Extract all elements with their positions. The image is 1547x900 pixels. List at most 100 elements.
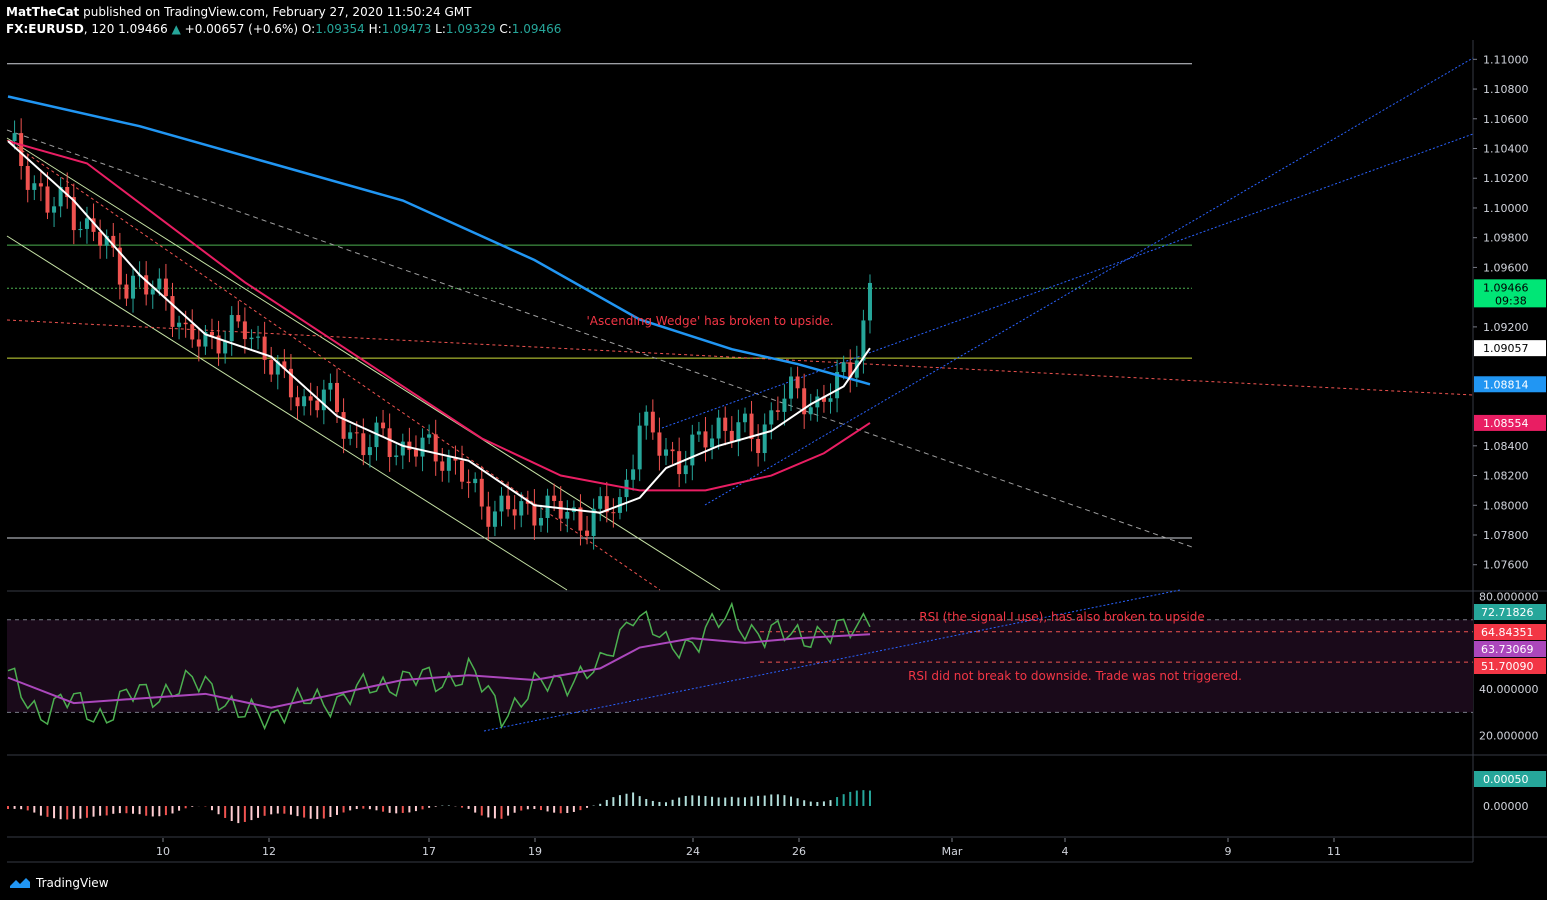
candle-body xyxy=(861,320,866,361)
candle-body xyxy=(729,430,734,442)
candle-body xyxy=(828,398,833,402)
candle-body xyxy=(361,433,366,456)
candle-body xyxy=(19,133,24,167)
candle-body xyxy=(25,166,30,190)
candle-body xyxy=(91,218,96,232)
candle-body xyxy=(578,507,583,531)
candle-body xyxy=(479,478,484,507)
close-label: C: xyxy=(499,22,512,36)
histogram-value-box xyxy=(1474,771,1546,787)
rsi-ma-line xyxy=(7,633,871,709)
candle-body xyxy=(835,372,840,399)
candle-body xyxy=(98,231,103,246)
candle-body xyxy=(229,315,234,342)
candle-body xyxy=(387,428,392,458)
price-label-box xyxy=(1474,414,1546,431)
candle-body xyxy=(216,335,221,354)
candle-body xyxy=(341,412,346,439)
rsi-value-box xyxy=(1474,658,1546,674)
candle-body xyxy=(242,321,247,340)
candle-body xyxy=(288,368,293,398)
candle-body xyxy=(45,186,50,213)
candle-body xyxy=(466,481,471,484)
channel-line-upper xyxy=(6,137,721,591)
candle-body xyxy=(32,183,37,190)
candle-body xyxy=(262,336,267,360)
candle-body xyxy=(104,235,109,246)
candle-body xyxy=(769,410,774,425)
candle-body xyxy=(348,432,353,439)
candle-body xyxy=(841,362,846,373)
red-dashed-level xyxy=(6,319,1474,396)
rsi-tick-label: 20.000000 xyxy=(1479,729,1539,742)
candle-body xyxy=(163,278,168,297)
candle-body xyxy=(65,187,70,198)
time-tick-label: 11 xyxy=(1327,845,1341,858)
candle-body xyxy=(644,411,649,426)
candle-body xyxy=(203,331,208,347)
price-label-box xyxy=(1474,340,1546,357)
price-label-value: 1.08814 xyxy=(1483,378,1529,391)
candle-body xyxy=(795,376,800,389)
time-tick-label: Mar xyxy=(942,845,963,858)
ema-long-line xyxy=(7,95,871,386)
time-tick-label: 26 xyxy=(792,845,806,858)
interval: 120 xyxy=(91,22,115,36)
candle-body xyxy=(295,397,300,407)
price-tick-label: 1.10600 xyxy=(1483,113,1529,126)
candle-body xyxy=(492,511,497,527)
candle-body xyxy=(38,183,43,187)
candle-body xyxy=(58,187,63,207)
candle-body xyxy=(249,337,254,340)
candle-body xyxy=(670,449,675,452)
wedge-upper-line xyxy=(661,133,1474,429)
price-tick-label: 1.08400 xyxy=(1483,440,1529,453)
high-value: 1.09473 xyxy=(381,22,432,36)
rsi-value-box xyxy=(1474,604,1546,620)
channel-line-lower xyxy=(6,235,568,591)
ema-mid-line xyxy=(7,140,871,492)
candle-body xyxy=(144,275,149,295)
rsi-value-box xyxy=(1474,641,1546,657)
rsi-value-label: 51.70090 xyxy=(1481,660,1534,673)
candle-body xyxy=(335,382,339,413)
dashed-trendline xyxy=(6,129,1193,548)
candle-body xyxy=(736,422,741,442)
candle-body xyxy=(821,396,826,402)
candle-body xyxy=(848,362,853,378)
time-tick-label: 12 xyxy=(262,845,276,858)
candle-body xyxy=(367,447,372,456)
price-label-box xyxy=(1474,279,1546,308)
price-label-box xyxy=(1474,376,1546,393)
candle-body xyxy=(664,449,668,456)
histogram-tick-label: 0.00000 xyxy=(1483,800,1529,813)
candle-body xyxy=(690,434,695,466)
symbol-name[interactable]: FX:EURUSD xyxy=(6,22,84,36)
candle-body xyxy=(413,449,418,457)
candle-body xyxy=(538,517,543,526)
time-tick-label: 24 xyxy=(686,845,700,858)
publisher-name[interactable]: MatTheCat xyxy=(6,5,80,19)
up-arrow-icon: ▲ xyxy=(171,22,181,36)
candle-body xyxy=(223,341,228,354)
price-label-countdown: 09:38 xyxy=(1495,294,1527,307)
candle-body xyxy=(427,434,432,438)
candle-body xyxy=(815,396,820,408)
candle-body xyxy=(157,278,162,290)
candle-body xyxy=(486,506,491,527)
candle-body xyxy=(532,503,537,526)
brand-name[interactable]: TradingView xyxy=(36,876,109,890)
candle-body xyxy=(789,376,794,399)
candle-body xyxy=(150,289,155,295)
annotation-wedge: 'Ascending Wedge' has broken to upside. xyxy=(586,314,833,328)
candle-body xyxy=(867,282,872,321)
price-tick-label: 1.07800 xyxy=(1483,529,1529,542)
candle-body xyxy=(525,501,530,504)
wedge-lower-line xyxy=(704,57,1474,506)
candle-body xyxy=(420,437,425,457)
high-label: H: xyxy=(368,22,382,36)
candle-body xyxy=(631,469,636,480)
low-label: L: xyxy=(435,22,446,36)
candle-body xyxy=(782,398,787,412)
